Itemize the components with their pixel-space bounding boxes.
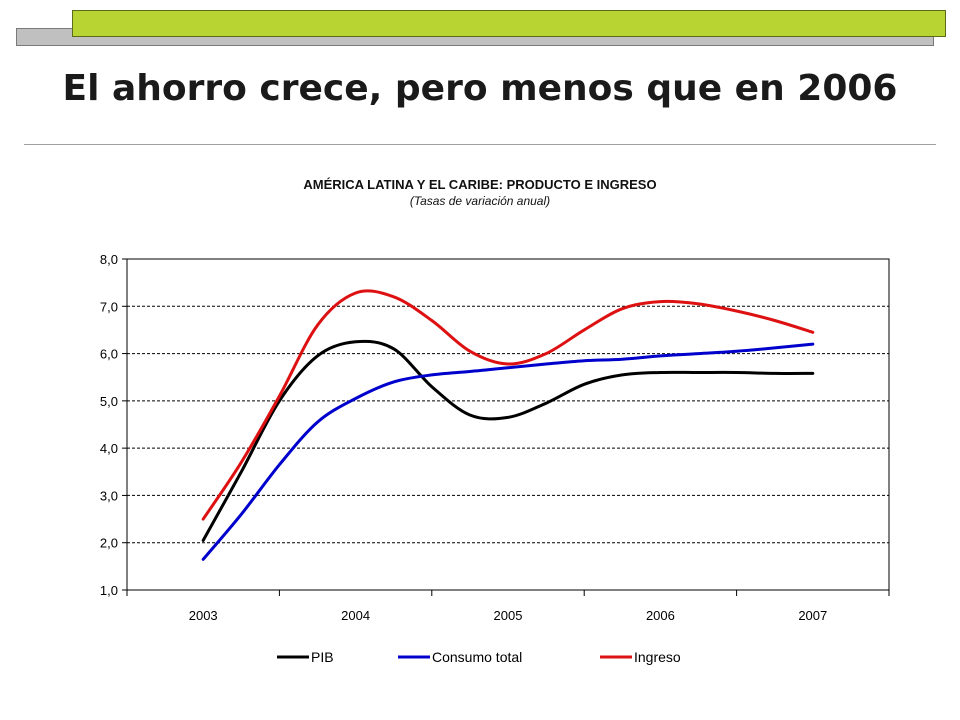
x-tick-label: 2007 bbox=[798, 608, 827, 623]
title-divider bbox=[24, 144, 936, 145]
slide-title: El ahorro crece, pero menos que en 2006 bbox=[62, 68, 898, 109]
legend-label-consumo-total: Consumo total bbox=[432, 649, 522, 665]
plot-area-frame bbox=[126, 258, 890, 591]
y-tick-label: 2,0 bbox=[100, 536, 118, 551]
legend-label-pib: PIB bbox=[311, 649, 334, 665]
header-green-bar bbox=[72, 10, 946, 37]
series-line-ingreso bbox=[201, 289, 815, 521]
x-tick-label: 2003 bbox=[189, 608, 218, 623]
series-line-consumo-total bbox=[201, 342, 815, 561]
y-tick-label: 7,0 bbox=[100, 299, 118, 314]
y-tick-label: 8,0 bbox=[100, 252, 118, 267]
series-line-pib bbox=[201, 339, 815, 542]
chart-subtitle: (Tasas de variación anual) bbox=[409, 194, 551, 208]
chart-title: AMÉRICA LATINA Y EL CARIBE: PRODUCTO E I… bbox=[303, 177, 657, 192]
y-tick-label: 3,0 bbox=[100, 488, 118, 503]
y-tick-label: 5,0 bbox=[100, 394, 118, 409]
y-tick-label: 6,0 bbox=[100, 347, 118, 362]
y-tick-label: 1,0 bbox=[100, 583, 118, 598]
x-tick-label: 2004 bbox=[341, 608, 370, 623]
x-tick-label: 2006 bbox=[646, 608, 675, 623]
legend-label-ingreso: Ingreso bbox=[634, 649, 681, 665]
x-tick-label: 2005 bbox=[494, 608, 523, 623]
y-tick-label: 4,0 bbox=[100, 441, 118, 456]
